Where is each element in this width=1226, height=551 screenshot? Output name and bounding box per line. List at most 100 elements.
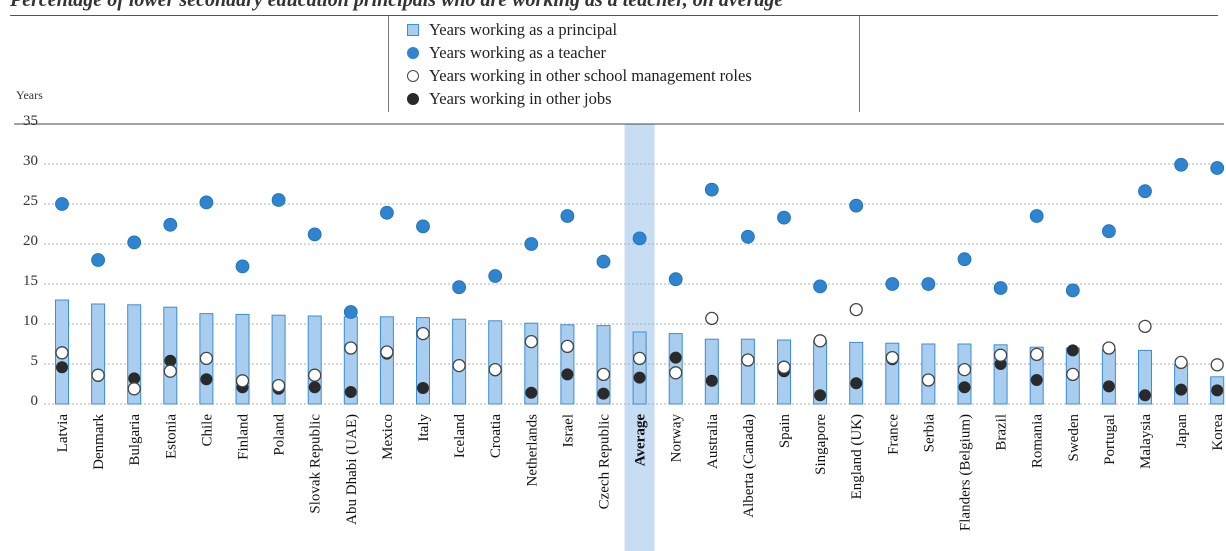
dot-teacher [55,197,69,211]
x-category-label: Israel [560,414,576,447]
x-category-label: Australia [705,414,721,469]
dot-management-roles [957,362,972,377]
bar-principal [379,316,394,405]
x-category-label: Poland [272,414,288,456]
x-category-label: Norway [669,414,685,463]
legend-swatch-bar [407,24,419,36]
dot-teacher [199,195,214,210]
x-category-label: Serbia [921,414,937,453]
x-category-label: Czech Republic [597,414,613,510]
x-category-label: Croatia [488,414,504,458]
legend-swatch-black-dot [407,93,419,105]
dot-other-jobs [1030,374,1043,386]
dot-teacher [957,252,972,267]
legend-swatch-ring [407,70,419,82]
dot-management-roles [380,345,394,359]
dot-management-roles [777,360,791,374]
dot-teacher [596,254,611,269]
dot-other-jobs [1102,380,1115,393]
y-tick-label: 10 [23,313,38,329]
x-category-label: Abu Dhabi (UAE) [344,414,360,525]
dot-management-roles [235,374,250,388]
dot-management-roles [91,368,105,382]
x-category-label: Bulgaria [127,414,143,466]
x-category-label: Portugal [1102,414,1118,465]
y-tick-label: 20 [23,233,38,249]
dot-management-roles [308,368,322,382]
dot-other-jobs [669,351,682,364]
x-category-label: England (UK) [849,414,865,499]
figure-caption: Percentage of lower secondary education … [10,0,784,11]
dot-management-roles [1030,347,1044,362]
bar-principal [1101,349,1116,405]
dot-teacher [379,205,394,220]
dot-other-jobs [1066,344,1079,357]
x-category-label: Italy [416,414,432,442]
dot-other-jobs [164,354,177,367]
dot-teacher [849,198,864,213]
x-category-label: Average [633,414,649,467]
dot-teacher [163,217,178,232]
dot-management-roles [344,341,358,355]
dot-teacher [524,237,539,251]
dot-other-jobs [56,361,68,374]
y-axis-unit-label: Years [16,88,43,102]
bar-principal [632,331,647,405]
x-category-label: Chile [199,414,215,447]
x-category-label: Romania [1030,414,1046,468]
dot-management-roles [1174,355,1188,370]
bar-principal [91,303,106,405]
dot-other-jobs [814,389,827,402]
dot-management-roles [127,382,141,396]
dot-management-roles [921,373,936,387]
dot-teacher [993,281,1008,295]
bar-principal [488,320,503,405]
x-category-label: Flanders (Belgium) [958,414,974,531]
dot-teacher [127,235,142,250]
dot-teacher [452,280,467,295]
x-category-label: Mexico [380,414,396,460]
dot-teacher [343,305,358,319]
dot-teacher [704,182,719,197]
dot-management-roles [560,339,575,354]
dot-other-jobs [1175,383,1188,396]
dot-other-jobs [561,368,574,381]
dot-other-jobs [633,371,646,384]
x-category-label: France [885,414,901,455]
dot-management-roles [1066,367,1080,382]
x-category-label: Singapore [813,414,829,475]
x-category-label: Netherlands [524,414,540,487]
x-category-label: Japan [1174,414,1190,449]
dot-teacher [91,253,105,267]
dot-other-jobs [308,381,321,394]
x-category-label: Slovak Republic [308,414,324,514]
dot-other-jobs [850,377,863,390]
bar-principal [560,324,575,405]
legend-swatch-blue-dot [407,47,419,59]
dot-management-roles [452,358,466,373]
y-tick-label: 25 [23,193,38,209]
y-tick-label: 15 [23,273,38,289]
dot-teacher [885,277,900,291]
dot-management-roles [669,366,683,380]
dot-management-roles [199,351,214,366]
dot-other-jobs [1211,384,1224,397]
x-category-label: Sweden [1066,414,1082,462]
x-category-label: Iceland [452,414,468,459]
dot-teacher [632,231,647,246]
dot-management-roles [741,353,755,367]
dot-teacher [1029,209,1044,223]
dot-other-jobs [1139,389,1151,402]
dot-teacher [271,193,286,207]
dot-teacher [741,229,755,244]
legend-label-mgmt: Years working in other school management… [429,66,752,85]
y-tick-label: 0 [31,393,39,409]
dot-management-roles [416,326,430,341]
dot-management-roles [705,311,719,326]
y-tick-label: 30 [23,153,38,169]
dot-teacher [488,269,503,283]
legend-label-other: Years working in other jobs [429,89,612,108]
dot-management-roles [1102,341,1116,355]
y-tick-label: 5 [31,353,39,369]
